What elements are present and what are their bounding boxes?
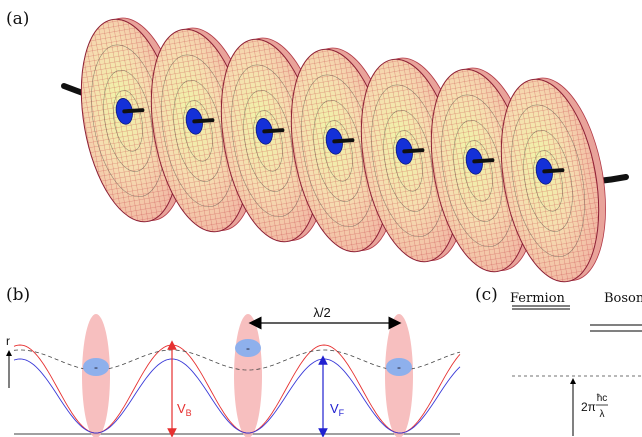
boson-header: Boson bbox=[604, 291, 642, 306]
fermion-potential-curve bbox=[13, 358, 461, 434]
r-axis-label: r bbox=[6, 334, 10, 348]
fermion-header: Fermion bbox=[510, 291, 566, 306]
fermion-marker-1: - bbox=[94, 360, 98, 374]
boson-cloud-2 bbox=[234, 314, 262, 437]
fermion-marker-2: - bbox=[246, 341, 250, 355]
svg-text:λ: λ bbox=[600, 409, 605, 420]
panel-c-label: (c) bbox=[475, 285, 498, 305]
vb-label: VB bbox=[177, 401, 192, 418]
svg-text:2π: 2π bbox=[581, 400, 596, 414]
vortex-disks bbox=[80, 17, 606, 283]
panel-a-label: (a) bbox=[6, 9, 29, 29]
fermion-cloud-3 bbox=[386, 358, 412, 376]
svg-text:ħc: ħc bbox=[597, 393, 608, 404]
fermion-cloud-1 bbox=[83, 358, 109, 376]
fermion-marker-3: - bbox=[397, 360, 401, 374]
vortex-disk-7 bbox=[500, 77, 606, 283]
vortex-disk-4 bbox=[290, 47, 396, 253]
panel-b-label: (b) bbox=[6, 285, 30, 305]
half-wavelength-label: λ/2 bbox=[313, 305, 330, 320]
gap-label: 2π ħc λ bbox=[581, 393, 608, 420]
fermion-cloud-2 bbox=[235, 339, 261, 357]
vf-label: VF bbox=[330, 401, 345, 418]
